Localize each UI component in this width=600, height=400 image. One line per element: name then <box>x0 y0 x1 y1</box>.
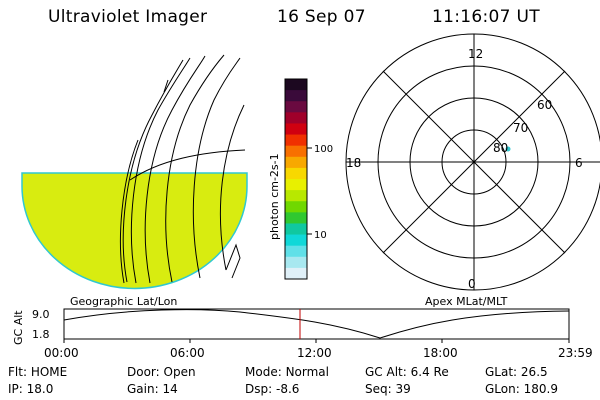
colorbar-cell <box>285 179 307 191</box>
geo-panel-label: Geographic Lat/Lon <box>70 295 177 308</box>
status-glat: GLat: 26.5 <box>485 365 548 379</box>
altitude-plot: GC Alt 9.0 1.8 00:00 06:00 12:00 18:00 2… <box>12 308 593 360</box>
status-seq: Seq: 39 <box>365 382 411 396</box>
colorbar-cell <box>285 123 307 136</box>
mlt-label-6: 6 <box>575 156 583 170</box>
mlat-label-80: 80 <box>493 141 508 155</box>
colorbar-unit-label: photon cm-2s-1 <box>268 153 281 240</box>
status-ip: IP: 18.0 <box>8 382 54 396</box>
colorbar-tick-100: 100 <box>314 144 333 155</box>
colorbar-cell <box>285 101 307 113</box>
status-dsp: Dsp: -8.6 <box>245 382 300 396</box>
colorbar-cell <box>285 223 307 236</box>
geo-disk-fill <box>21 172 248 290</box>
colorbar: 100 10 photon cm-2s-1 <box>268 78 333 280</box>
status-flt: Flt: HOME <box>8 365 68 379</box>
altitude-ylabel: GC Alt <box>12 310 25 345</box>
altitude-ytick-low: 1.8 <box>32 328 50 341</box>
altitude-ytick-high: 9.0 <box>32 308 50 321</box>
status-glon: GLon: 180.9 <box>485 382 558 396</box>
colorbar-cell <box>285 234 307 247</box>
colorbar-cell <box>285 256 307 269</box>
polar-panel-label: Apex MLat/MLT <box>425 295 508 308</box>
altitude-xtick-0000: 00:00 <box>44 346 79 360</box>
colorbar-tick-10: 10 <box>314 230 327 241</box>
colorbar-cell <box>285 90 307 102</box>
status-door: Door: Open <box>127 365 196 379</box>
colorbar-cell <box>285 245 307 258</box>
colorbar-cell <box>285 156 307 169</box>
altitude-xtick-1200: 12:00 <box>297 346 332 360</box>
status-gain: Gain: 14 <box>127 382 178 396</box>
colorbar-cell <box>285 145 307 158</box>
polar-plot <box>345 33 600 291</box>
colorbar-cell <box>285 134 307 147</box>
status-mode: Mode: Normal <box>245 365 329 379</box>
instrument-title: Ultraviolet Imager <box>48 7 208 27</box>
geo-grid-lines <box>119 54 246 284</box>
mlat-label-70: 70 <box>513 121 528 135</box>
colorbar-cell <box>285 201 307 213</box>
colorbar-cell <box>285 190 307 202</box>
colorbar-cell <box>285 79 307 91</box>
mlat-label-60: 60 <box>537 98 552 112</box>
mlt-label-0: 0 <box>468 277 476 291</box>
colorbar-cell <box>285 267 307 280</box>
altitude-xtick-0600: 06:00 <box>170 346 205 360</box>
colorbar-cell <box>285 112 307 124</box>
mlt-label-18: 18 <box>346 156 361 170</box>
altitude-xtick-2359: 23:59 <box>558 346 593 360</box>
colorbar-cell <box>285 167 307 180</box>
colorbar-cell <box>285 212 307 224</box>
altitude-xtick-1800: 18:00 <box>423 346 458 360</box>
date-label: 16 Sep 07 <box>277 7 366 27</box>
time-label: 11:16:07 UT <box>432 7 540 27</box>
status-gc-alt: GC Alt: 6.4 Re <box>365 365 449 379</box>
geographic-map <box>21 54 248 290</box>
mlt-label-12: 12 <box>468 47 483 61</box>
